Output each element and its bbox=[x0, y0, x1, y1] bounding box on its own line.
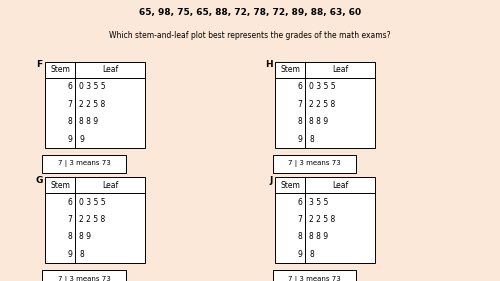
Text: 7 | 3 means 73: 7 | 3 means 73 bbox=[288, 160, 341, 167]
Text: J: J bbox=[269, 176, 272, 185]
Text: 9: 9 bbox=[68, 135, 72, 144]
Text: 8 8 9: 8 8 9 bbox=[309, 117, 328, 126]
Text: 8 8 9: 8 8 9 bbox=[309, 232, 328, 241]
Text: Leaf: Leaf bbox=[102, 181, 118, 190]
Text: Leaf: Leaf bbox=[102, 65, 118, 74]
Text: Which stem-and-leaf plot best represents the grades of the math exams?: Which stem-and-leaf plot best represents… bbox=[109, 31, 391, 40]
Text: 8 9: 8 9 bbox=[79, 232, 91, 241]
Text: Stem: Stem bbox=[50, 181, 70, 190]
Text: 6: 6 bbox=[68, 82, 72, 91]
Text: 8: 8 bbox=[68, 117, 72, 126]
Text: 7 | 3 means 73: 7 | 3 means 73 bbox=[58, 276, 110, 281]
Text: 7: 7 bbox=[68, 100, 72, 109]
Text: 7: 7 bbox=[298, 100, 302, 109]
FancyBboxPatch shape bbox=[272, 270, 355, 281]
Text: 6: 6 bbox=[298, 198, 302, 207]
Text: G: G bbox=[35, 176, 42, 185]
Text: 9: 9 bbox=[68, 250, 72, 259]
Text: Stem: Stem bbox=[280, 181, 300, 190]
Text: Stem: Stem bbox=[50, 65, 70, 74]
FancyBboxPatch shape bbox=[275, 177, 375, 263]
FancyBboxPatch shape bbox=[45, 177, 145, 263]
Text: 6: 6 bbox=[298, 82, 302, 91]
FancyBboxPatch shape bbox=[272, 155, 355, 173]
Text: 7: 7 bbox=[68, 215, 72, 224]
Text: H: H bbox=[265, 60, 272, 69]
Text: 6: 6 bbox=[68, 198, 72, 207]
FancyBboxPatch shape bbox=[275, 62, 375, 148]
Text: 8: 8 bbox=[298, 232, 302, 241]
Text: 7 | 3 means 73: 7 | 3 means 73 bbox=[58, 160, 110, 167]
Text: 9: 9 bbox=[298, 250, 302, 259]
Text: 3 5 5: 3 5 5 bbox=[309, 198, 328, 207]
Text: 2 2 5 8: 2 2 5 8 bbox=[309, 215, 336, 224]
Text: Leaf: Leaf bbox=[332, 65, 348, 74]
FancyBboxPatch shape bbox=[45, 62, 145, 148]
Text: 2 2 5 8: 2 2 5 8 bbox=[79, 215, 105, 224]
Text: 0 3 5 5: 0 3 5 5 bbox=[309, 82, 336, 91]
Text: 8: 8 bbox=[309, 250, 314, 259]
Text: 8: 8 bbox=[298, 117, 302, 126]
Text: 8: 8 bbox=[79, 250, 84, 259]
Text: F: F bbox=[36, 60, 43, 69]
FancyBboxPatch shape bbox=[42, 155, 125, 173]
Text: 8: 8 bbox=[309, 135, 314, 144]
Text: 8 8 9: 8 8 9 bbox=[79, 117, 98, 126]
Text: 65, 98, 75, 65, 88, 72, 78, 72, 89, 88, 63, 60: 65, 98, 75, 65, 88, 72, 78, 72, 89, 88, … bbox=[139, 8, 361, 17]
Text: 2 2 5 8: 2 2 5 8 bbox=[79, 100, 105, 109]
FancyBboxPatch shape bbox=[42, 270, 125, 281]
Text: 8: 8 bbox=[68, 232, 72, 241]
Text: 2 2 5 8: 2 2 5 8 bbox=[309, 100, 336, 109]
Text: 9: 9 bbox=[298, 135, 302, 144]
Text: 7: 7 bbox=[298, 215, 302, 224]
Text: 0 3 5 5: 0 3 5 5 bbox=[79, 82, 106, 91]
Text: Stem: Stem bbox=[280, 65, 300, 74]
Text: Leaf: Leaf bbox=[332, 181, 348, 190]
Text: 0 3 5 5: 0 3 5 5 bbox=[79, 198, 106, 207]
Text: 9: 9 bbox=[79, 135, 84, 144]
Text: 7 | 3 means 73: 7 | 3 means 73 bbox=[288, 276, 341, 281]
